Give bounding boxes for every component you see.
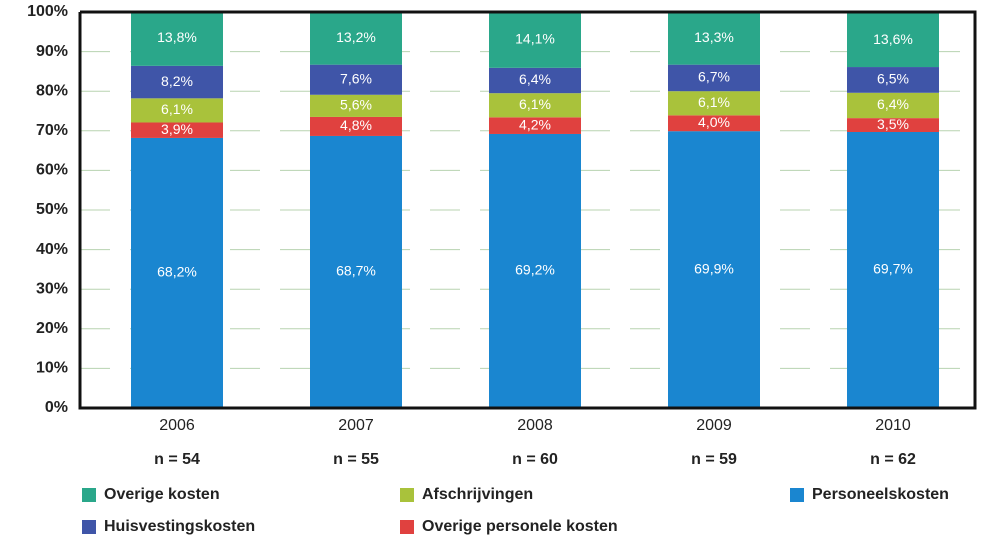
y-tick-label: 30% xyxy=(36,280,68,297)
value-label: 8,2% xyxy=(161,73,193,89)
bar-segment xyxy=(668,131,760,409)
bar-segment xyxy=(847,118,939,132)
y-tick-label: 50% xyxy=(36,201,68,218)
bar-segment xyxy=(310,64,402,95)
bar-segment xyxy=(668,64,760,92)
x-tick-label: 2007 xyxy=(338,417,374,434)
y-tick-label: 10% xyxy=(36,360,68,377)
value-label: 3,5% xyxy=(877,116,909,132)
value-label: 69,7% xyxy=(873,261,913,277)
value-label: 3,9% xyxy=(161,121,193,137)
bar-segment xyxy=(489,133,581,408)
n-label: n = 62 xyxy=(870,451,916,468)
value-label: 68,2% xyxy=(157,264,197,280)
legend-swatch xyxy=(400,488,414,502)
bar-segment xyxy=(310,135,402,408)
bar-segment xyxy=(131,98,223,123)
bar-segment xyxy=(131,137,223,409)
value-label: 6,7% xyxy=(698,69,730,85)
legend-swatch xyxy=(82,520,96,534)
y-tick-label: 90% xyxy=(36,43,68,60)
n-label: n = 59 xyxy=(691,451,737,468)
value-label: 14,1% xyxy=(515,31,555,47)
value-label: 6,1% xyxy=(519,96,551,112)
value-label: 4,2% xyxy=(519,116,551,132)
bar-segment xyxy=(310,94,402,117)
value-label: 6,4% xyxy=(877,96,909,112)
bar-segment xyxy=(668,91,760,116)
n-label: n = 60 xyxy=(512,451,558,468)
bar-segment xyxy=(489,117,581,134)
x-tick-label: 2009 xyxy=(696,417,732,434)
value-label: 6,4% xyxy=(519,71,551,87)
value-label: 4,8% xyxy=(340,117,372,133)
value-label: 6,1% xyxy=(161,101,193,117)
legend-label: Overige personele kosten xyxy=(422,518,618,535)
bar-segment xyxy=(489,93,581,118)
legend-label: Overige kosten xyxy=(104,486,220,503)
x-tick-label: 2010 xyxy=(875,417,911,434)
y-tick-label: 60% xyxy=(36,162,68,179)
bar-segment xyxy=(668,115,760,132)
bar-segment xyxy=(131,11,223,66)
bar-segment xyxy=(131,65,223,99)
n-label: n = 54 xyxy=(154,451,200,468)
bar-segment xyxy=(847,131,939,408)
y-tick-label: 0% xyxy=(45,399,68,416)
legend-swatch xyxy=(82,488,96,502)
value-label: 4,0% xyxy=(698,114,730,130)
value-label: 68,7% xyxy=(336,263,376,279)
y-tick-label: 100% xyxy=(27,3,68,20)
value-label: 13,6% xyxy=(873,31,913,47)
plot-frame xyxy=(78,10,977,410)
value-label: 6,1% xyxy=(698,94,730,110)
value-label: 5,6% xyxy=(340,97,372,113)
value-label: 13,8% xyxy=(157,29,197,45)
bar-segment xyxy=(668,12,760,65)
legend-label: Huisvestingskosten xyxy=(104,518,255,535)
y-tick-label: 20% xyxy=(36,320,68,337)
bar-segment xyxy=(310,116,402,136)
legend-swatch xyxy=(790,488,804,502)
y-tick-label: 80% xyxy=(36,82,68,99)
y-tick-label: 40% xyxy=(36,241,68,258)
legend-label: Afschrijvingen xyxy=(422,486,533,503)
legend-swatch xyxy=(400,520,414,534)
bar-segment xyxy=(489,12,581,68)
bar-segment xyxy=(847,92,939,119)
bar-segment xyxy=(310,12,402,65)
x-tick-label: 2006 xyxy=(159,417,195,434)
value-label: 6,5% xyxy=(877,71,909,87)
bar-segment xyxy=(847,13,939,68)
bar-segment xyxy=(489,67,581,94)
value-label: 69,2% xyxy=(515,262,555,278)
value-label: 13,2% xyxy=(336,29,376,45)
legend-label: Personeelskosten xyxy=(812,486,949,503)
bar-segment xyxy=(131,122,223,138)
bar-segment xyxy=(847,67,939,93)
x-tick-label: 2008 xyxy=(517,417,553,434)
n-label: n = 55 xyxy=(333,451,379,468)
value-label: 7,6% xyxy=(340,70,372,86)
y-tick-label: 70% xyxy=(36,122,68,139)
value-label: 69,9% xyxy=(694,260,734,276)
value-label: 13,3% xyxy=(694,29,734,45)
